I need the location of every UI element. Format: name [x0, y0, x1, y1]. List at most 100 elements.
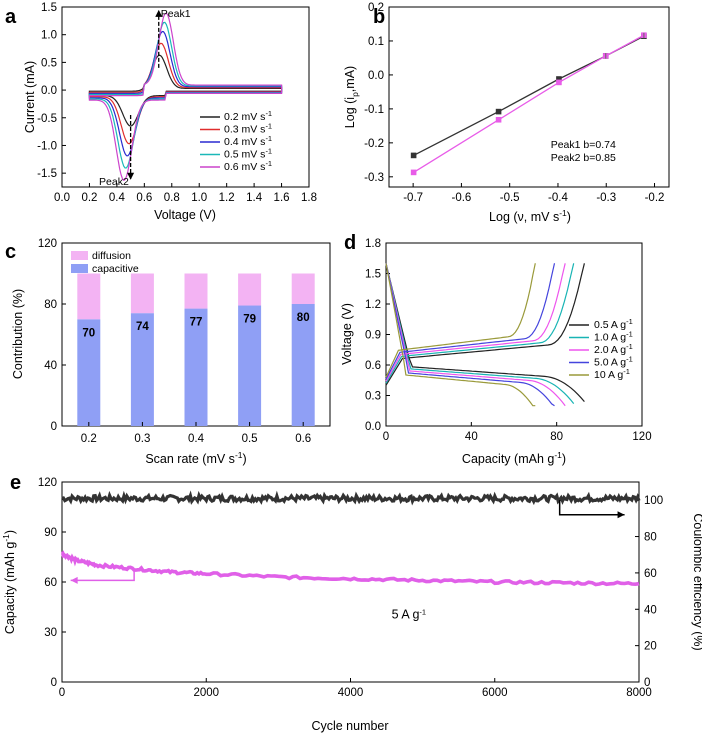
- panel-b-y-tick-label: -0.3: [364, 172, 384, 184]
- panel-a-x-tick-label: 1.4: [246, 192, 263, 204]
- panel-c-y-tick-label: 40: [44, 360, 57, 372]
- panel-d-xlabel: Capacity (mAh g-1): [462, 450, 566, 466]
- panel-d-y-tick-label: 0.0: [365, 421, 381, 433]
- legend-label: 0.5 A g-1: [594, 317, 633, 331]
- panel-c-xlabel: Scan rate (mV s-1): [145, 450, 246, 466]
- charge-curve: [385, 263, 556, 380]
- data-point: [495, 108, 502, 115]
- legend-label: 10 A g-1: [594, 367, 630, 381]
- panel-a-x-tick-label: 0.8: [164, 192, 180, 204]
- panel-a-y-tick-label: 1.5: [41, 2, 57, 14]
- panel-a-y-tick-label: -0.5: [37, 113, 57, 125]
- capacity-axis-arrow: [70, 570, 135, 582]
- legend-label: 0.4 mV s-1: [224, 134, 272, 148]
- panel-e-y-tick-label: 30: [44, 627, 57, 639]
- panel-a-y-tick-label: -1.5: [37, 168, 57, 180]
- panel-a-x-tick-label: 1.8: [301, 192, 317, 204]
- panel-b-x-tick-label: -0.3: [596, 192, 616, 204]
- diffusion-bar: [130, 273, 154, 314]
- data-point: [410, 152, 417, 159]
- panel-a-ylabel: Current (mA): [23, 61, 37, 133]
- panel-e-y2label: Coulombic efficiency (%): [691, 513, 702, 650]
- panel-d-y-tick-label: 1.5: [365, 269, 381, 281]
- panel-b-y-tick-label: 0.0: [368, 70, 384, 82]
- panel-d-x-tick-label: 80: [550, 431, 563, 443]
- panel-d-y-tick-label: 1.8: [365, 238, 381, 250]
- charge-curve: [385, 263, 536, 378]
- panel-b-frame: [388, 6, 670, 188]
- legend-label: 5.0 A g-1: [594, 355, 633, 369]
- panel-d-y-tick-label: 0.6: [365, 360, 381, 372]
- panel-c-x-tick-label: 0.2: [81, 433, 97, 445]
- panel-e-y2-tick-label: 80: [644, 532, 657, 544]
- peak2-label: Peak2: [99, 176, 129, 188]
- data-point: [556, 76, 562, 82]
- panel-e-y-tick-label: 0: [51, 677, 57, 689]
- panel-a-x-tick-label: 0.6: [136, 192, 152, 204]
- panel-d-y-tick-label: 0.3: [365, 391, 381, 403]
- panel-a-y-tick-label: 0.5: [41, 57, 57, 69]
- panel-e-y2-tick-label: 20: [644, 641, 657, 653]
- panel-c-ylabel: Contribution (%): [11, 289, 25, 379]
- panel-label-c: c: [5, 241, 16, 263]
- peak1-label: Peak1: [161, 8, 191, 20]
- panel-c-x-tick-label: 0.4: [188, 433, 205, 445]
- panel-c-y-tick-label: 0: [51, 421, 57, 433]
- panel-a-y-tick-label: -1.0: [37, 140, 57, 152]
- panel-e-y2-tick-label: 100: [644, 495, 663, 507]
- panel-b-xlabel: Log (ν, mV s-1): [489, 208, 571, 224]
- ce-axis-arrow: [558, 500, 625, 516]
- panel-d-ylabel: Voltage (V): [340, 303, 354, 365]
- cv-curve: [88, 12, 283, 182]
- legend-label: 1.0 A g-1: [594, 330, 633, 344]
- panel-a-y-tick-label: 0.0: [41, 85, 57, 97]
- panel-d-plot: 0 40 80 120 0.0 0.3 0.6 0.9 1.2 1.5 1.8 0.5 A g-11.…: [365, 238, 652, 443]
- legend-swatch: [71, 251, 88, 260]
- panel-a-x-tick-label: 1.6: [274, 192, 290, 204]
- ce-axis-arrow-head: [617, 511, 625, 519]
- capacitive-bar: [238, 305, 262, 426]
- charge-curve: [385, 263, 566, 382]
- panel-b-x-tick-label: -0.4: [548, 192, 568, 204]
- panel-a-x-tick-label: 1.2: [219, 192, 235, 204]
- data-point: [410, 169, 417, 176]
- legend-label: 0.5 mV s-1: [224, 147, 272, 161]
- panel-d-x-tick-label: 40: [465, 431, 478, 443]
- discharge-curve: [385, 263, 536, 407]
- panel-c-x-tick-label: 0.5: [242, 433, 258, 445]
- capacitive-bar: [130, 313, 154, 426]
- panel-label-b: b: [373, 6, 385, 28]
- panel-c-x-tick-label: 0.3: [134, 433, 150, 445]
- panel-a-frame: [61, 6, 310, 188]
- discharge-curve: [385, 263, 575, 404]
- panel-b-plot: -0.7 -0.6 -0.5 -0.4 -0.3 -0.2 -0.3 -0.2 -0.1 0.0 0…: [364, 2, 664, 204]
- panel-a-plot: 0.0 0.2 0.4 0.6 0.8 1.0 1.2 1.4 1.6 1.8 -1.5 -1.0 -0…: [37, 2, 317, 204]
- discharge-curve: [385, 263, 585, 402]
- panel-e-y2-tick-label: 60: [644, 568, 657, 580]
- charge-curve: [385, 263, 575, 384]
- data-point: [495, 116, 502, 123]
- legend-label: capacitive: [92, 263, 139, 275]
- panel-e-y2-tick-label: 40: [644, 604, 657, 616]
- diffusion-bar: [184, 273, 208, 309]
- panel-c-x-tick-label: 0.6: [295, 433, 311, 445]
- legend-label: 0.3 mV s-1: [224, 122, 272, 136]
- bar-value-label: 80: [297, 312, 310, 324]
- panel-b-y-tick-label: -0.2: [364, 138, 384, 150]
- capacitive-bar: [291, 304, 315, 426]
- panel-e-x-tick-label: 8000: [626, 687, 652, 699]
- panel-b-x-tick-label: -0.6: [451, 192, 471, 204]
- peak1-arrow-head: [155, 9, 163, 17]
- panel-label-d: d: [344, 232, 356, 254]
- peak2-arrow-head: [127, 172, 135, 180]
- data-point: [556, 79, 562, 86]
- bar-value-label: 70: [82, 327, 95, 339]
- panel-d-x-tick-label: 0: [383, 431, 389, 443]
- panel-e-xlabel: Cycle number: [311, 719, 388, 733]
- current-density-annotation: 5 A g-1: [392, 608, 426, 622]
- panel-b-y-tick-label: -0.1: [364, 104, 384, 116]
- legend-label: diffusion: [92, 250, 131, 262]
- diffusion-bar: [238, 273, 262, 306]
- panel-e-x-tick-label: 4000: [338, 687, 364, 699]
